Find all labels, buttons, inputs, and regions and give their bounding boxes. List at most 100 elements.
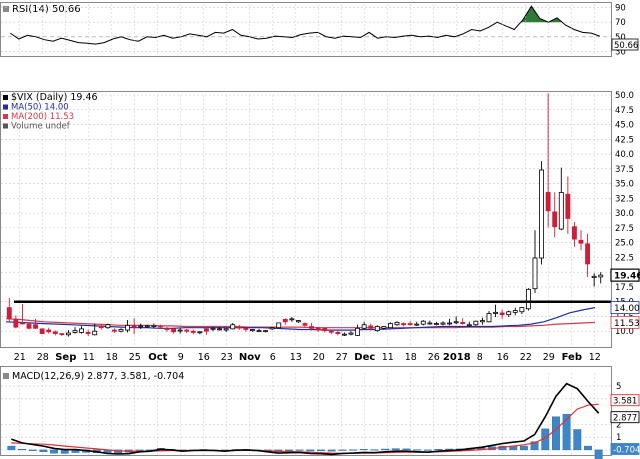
date-tick-label: 29: [543, 352, 555, 363]
candle: [236, 324, 242, 331]
candle-body: [138, 325, 144, 328]
ma50-badge: 14.00: [610, 301, 640, 315]
macd-histogram-bar: [391, 448, 400, 451]
candle-body: [381, 326, 387, 329]
ma50-badge-box: [610, 301, 640, 315]
candle-body: [92, 330, 98, 336]
candle-body: [19, 322, 25, 325]
candle: [46, 327, 52, 334]
candle: [558, 167, 564, 231]
date-tick-label: 28: [37, 352, 49, 363]
candle: [217, 327, 223, 331]
candle: [328, 330, 334, 335]
candle-body: [125, 324, 131, 331]
macd-label: MACD(12,26,9) 2.877, 3.581, -0.704: [12, 371, 184, 382]
macd-histogram-bar: [530, 441, 539, 451]
candle-body: [493, 311, 499, 314]
macd-histogram-bar: [7, 445, 16, 451]
candle: [282, 318, 288, 325]
candle: [387, 322, 393, 329]
candle-body: [203, 328, 209, 332]
rsi-label: RSI(14) 50.66: [12, 4, 81, 15]
macd-histogram-bar: [28, 449, 37, 451]
candle: [466, 321, 472, 327]
price-tick-label: 40.0: [615, 150, 634, 160]
price-tick-label: 37.5: [615, 165, 634, 175]
candle-body: [552, 211, 558, 228]
candle-body: [368, 325, 374, 329]
macd-histogram-bar: [349, 449, 357, 451]
candle-body: [519, 307, 525, 313]
macd-histogram-bar: [306, 449, 315, 452]
macd-hist-badge-text: -0.704: [613, 446, 640, 456]
candle: [98, 324, 104, 330]
candle-body: [13, 319, 19, 328]
candle: [512, 307, 518, 316]
candle-body: [414, 323, 420, 326]
candle-body: [52, 331, 58, 334]
candle: [13, 315, 19, 329]
legend-entry: Volume undef: [11, 122, 71, 132]
rsi-panel: RSI(14) 50.66 90 70 50 30 50.66: [0, 2, 639, 57]
price-tick-label: 32.5: [615, 194, 634, 204]
candle: [545, 93, 551, 228]
date-tick-label: 26: [428, 352, 440, 363]
macd-macd-badge-text: 2.877: [613, 414, 637, 424]
date-tick-label: Nov: [239, 352, 261, 363]
candle-body: [230, 324, 236, 330]
candle: [486, 311, 492, 323]
macd-histogram-bar: [370, 449, 379, 451]
candle: [79, 325, 85, 334]
candle: [263, 330, 269, 333]
rsi-fill-area: [520, 6, 549, 23]
candle-body: [453, 321, 459, 324]
candle: [65, 330, 71, 337]
candle-body: [361, 324, 367, 329]
macd-macd-badge: 2.877: [610, 411, 640, 424]
candle-body: [506, 311, 512, 316]
candle-body: [98, 325, 104, 329]
date-tick-label: 21: [14, 352, 26, 363]
candle: [460, 318, 466, 325]
date-tick-label: 8: [477, 352, 483, 363]
date-tick-label: 12: [589, 352, 601, 363]
rsi-fill-area: [548, 17, 563, 23]
candle: [453, 316, 459, 325]
candle-body: [276, 322, 282, 329]
rsi-line: [10, 5, 600, 45]
date-tick-label: 11: [382, 352, 394, 363]
candle: [585, 233, 591, 277]
candle: [59, 333, 65, 336]
macd-histogram-bar: [295, 449, 304, 451]
macd-histogram-bar: [381, 448, 390, 451]
candle-body: [171, 328, 177, 333]
candle: [118, 328, 124, 333]
candle-body: [486, 313, 492, 323]
candle-body: [256, 330, 262, 333]
candle-body: [374, 326, 380, 332]
candle-body: [263, 330, 269, 333]
candle-body: [348, 332, 354, 335]
candle-body: [6, 307, 12, 319]
candle-body: [26, 323, 32, 329]
date-tick-label: 2018: [443, 352, 471, 363]
date-tick-label: 18: [106, 352, 118, 363]
candle-body: [282, 319, 288, 323]
candle: [92, 323, 98, 336]
macd-signal-badge-box: [610, 394, 640, 407]
macd-histogram-bar: [402, 448, 411, 451]
date-tick-label: 9: [178, 352, 184, 363]
svg-text:50.66: 50.66: [614, 41, 638, 51]
candle-body: [598, 274, 604, 278]
candle-body: [571, 226, 577, 240]
price-tick-label: 35.0: [615, 180, 634, 190]
candle-body: [525, 288, 531, 310]
candle: [289, 317, 295, 322]
candle: [276, 322, 282, 329]
ma50-badge-text: 14.00: [614, 304, 640, 314]
date-axis: 21 28 Sep 11 18 25 Oct 9 16 23 Nov 6 13 20 27 Dec 11 18 26…: [14, 352, 601, 363]
candle-body: [289, 318, 295, 321]
candlesticks: [6, 93, 604, 337]
price-tick-label: 50.0: [615, 91, 634, 101]
candle-body: [539, 169, 545, 259]
